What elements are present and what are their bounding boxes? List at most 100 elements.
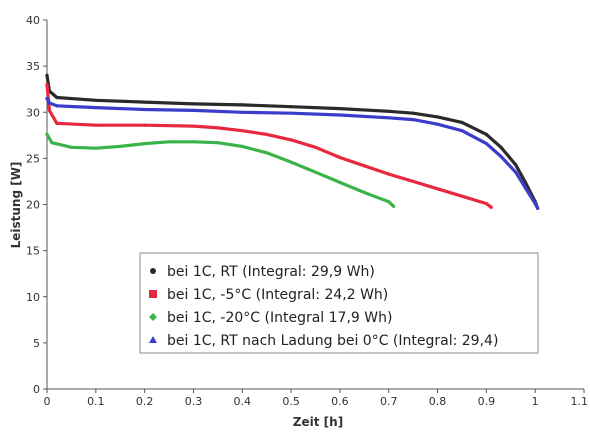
x-tick-label: 0.5 bbox=[282, 395, 300, 408]
data-point bbox=[143, 123, 147, 127]
data-point bbox=[435, 115, 440, 119]
data-point bbox=[484, 142, 488, 146]
data-point bbox=[94, 106, 98, 110]
data-point bbox=[387, 172, 391, 176]
data-point bbox=[387, 200, 391, 204]
x-tick-label: 0.8 bbox=[429, 395, 447, 408]
x-tick-label: 0.6 bbox=[331, 395, 349, 408]
data-point bbox=[387, 116, 391, 120]
data-point bbox=[50, 141, 54, 145]
data-point bbox=[240, 110, 244, 114]
series-layer bbox=[45, 73, 540, 210]
y-tick-label: 35 bbox=[26, 60, 40, 73]
x-tick-label: 0.3 bbox=[185, 395, 203, 408]
legend-marker-4 bbox=[149, 336, 157, 343]
x-tick-label: 0.4 bbox=[234, 395, 252, 408]
legend-marker-1 bbox=[150, 268, 156, 274]
data-point bbox=[536, 206, 540, 210]
data-point bbox=[484, 132, 488, 136]
data-point bbox=[47, 101, 52, 105]
data-point bbox=[484, 202, 488, 206]
legend-label-4: bei 1C, RT nach Ladung bei 0°C (Integral… bbox=[167, 333, 498, 349]
data-point bbox=[533, 202, 537, 206]
data-point bbox=[460, 129, 464, 133]
x-tick-label: 1.1 bbox=[571, 395, 589, 408]
x-tick-label: 1 bbox=[532, 395, 539, 408]
data-point bbox=[289, 160, 293, 164]
y-tick-label: 10 bbox=[26, 291, 40, 304]
data-point bbox=[143, 100, 147, 104]
y-tick-label: 30 bbox=[26, 106, 40, 119]
y-tick-label: 40 bbox=[26, 14, 40, 27]
y-tick-label: 15 bbox=[26, 245, 40, 258]
y-tick-label: 25 bbox=[26, 152, 40, 165]
data-point bbox=[216, 141, 220, 145]
data-point bbox=[362, 190, 366, 195]
data-point bbox=[191, 108, 196, 112]
data-point bbox=[338, 155, 342, 160]
data-point bbox=[45, 96, 49, 100]
data-point bbox=[289, 138, 293, 142]
legend-label-3: bei 1C, -20°C (Integral 17,9 Wh) bbox=[167, 310, 392, 326]
data-point bbox=[338, 113, 342, 117]
data-point bbox=[435, 122, 440, 126]
data-point bbox=[392, 204, 396, 208]
y-tick-label: 5 bbox=[33, 337, 40, 350]
data-point bbox=[167, 140, 171, 144]
legend-label-2: bei 1C, -5°C (Integral: 24,2 Wh) bbox=[167, 287, 388, 303]
data-point bbox=[499, 145, 503, 149]
data-point bbox=[94, 98, 98, 102]
legend: bei 1C, RT (Integral: 29,9 Wh) bei 1C, -5… bbox=[139, 252, 539, 354]
data-point bbox=[191, 124, 196, 128]
series-line-4 bbox=[45, 96, 540, 210]
data-point bbox=[55, 104, 59, 108]
data-point bbox=[289, 111, 293, 115]
data-point bbox=[514, 170, 518, 174]
data-point bbox=[45, 132, 49, 136]
data-point bbox=[362, 164, 366, 168]
data-point bbox=[265, 132, 269, 136]
x-axis-label: Zeit [h] bbox=[293, 415, 343, 429]
y-tick-label: 0 bbox=[33, 383, 40, 396]
data-point bbox=[69, 145, 73, 149]
x-tick-label: 0.2 bbox=[136, 395, 154, 408]
data-point bbox=[143, 142, 147, 146]
data-point bbox=[460, 120, 464, 124]
legend-marker-2 bbox=[149, 290, 157, 298]
series-line-3 bbox=[45, 132, 396, 208]
legend-box bbox=[139, 252, 539, 354]
data-point bbox=[191, 102, 196, 106]
legend-marker-3 bbox=[149, 313, 157, 321]
data-point bbox=[514, 163, 518, 167]
data-point bbox=[240, 129, 244, 133]
data-point bbox=[313, 170, 318, 174]
y-tick-label: 20 bbox=[26, 199, 40, 212]
data-point bbox=[45, 73, 49, 77]
data-point bbox=[460, 194, 464, 198]
data-point bbox=[191, 140, 196, 144]
x-tick-label: 0.9 bbox=[478, 395, 496, 408]
legend-label-1: bei 1C, RT (Integral: 29,9 Wh) bbox=[167, 264, 375, 280]
y-axis-label: Leistung [W] bbox=[9, 162, 23, 249]
data-point bbox=[338, 180, 342, 184]
data-point bbox=[435, 187, 440, 191]
data-point bbox=[216, 126, 220, 130]
data-point bbox=[387, 109, 391, 113]
data-point bbox=[411, 118, 415, 122]
data-point bbox=[265, 151, 269, 155]
x-tick-label: 0.7 bbox=[380, 395, 398, 408]
data-point bbox=[94, 123, 98, 127]
data-point bbox=[55, 95, 59, 100]
data-point bbox=[47, 108, 52, 112]
data-point bbox=[143, 107, 147, 112]
data-point bbox=[94, 146, 98, 150]
data-point bbox=[118, 144, 122, 148]
data-point bbox=[289, 105, 293, 109]
axes: 0 5 10 15 20 25 30 35 40 0 0.1 0.2 0.3 0.4 0.5 0.6 0.7 0.… bbox=[26, 14, 588, 408]
data-point bbox=[55, 121, 59, 125]
data-point bbox=[499, 154, 503, 159]
data-point bbox=[523, 186, 528, 190]
x-tick-label: 0.1 bbox=[87, 395, 105, 408]
data-point bbox=[338, 107, 342, 111]
